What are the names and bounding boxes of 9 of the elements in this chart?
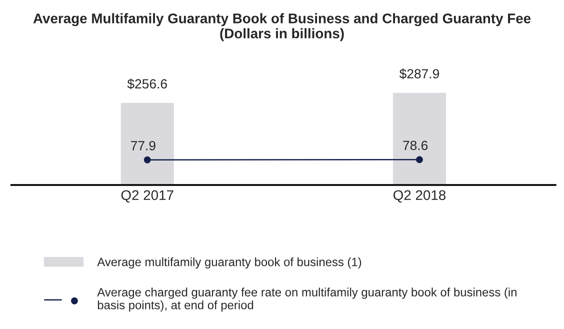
legend-label: Average multifamily guaranty book of business (1) [97, 257, 362, 269]
chart-title: Average Multifamily Guaranty Book of Business and Charged Guaranty Fee (Dollars in billions) [33, 13, 531, 42]
data-label: 78.6 [403, 140, 428, 150]
data-label: $287.9 [399, 68, 440, 80]
x-tick-label: Q2 2017 [121, 190, 174, 203]
x-tick-label: Q2 2018 [393, 190, 446, 203]
data-label: $256.6 [127, 78, 167, 90]
legend-label: Average charged guaranty fee rate on multifamily guaranty book of business (in basis points), at end of period [97, 288, 516, 312]
data-label: 77.9 [131, 140, 156, 150]
